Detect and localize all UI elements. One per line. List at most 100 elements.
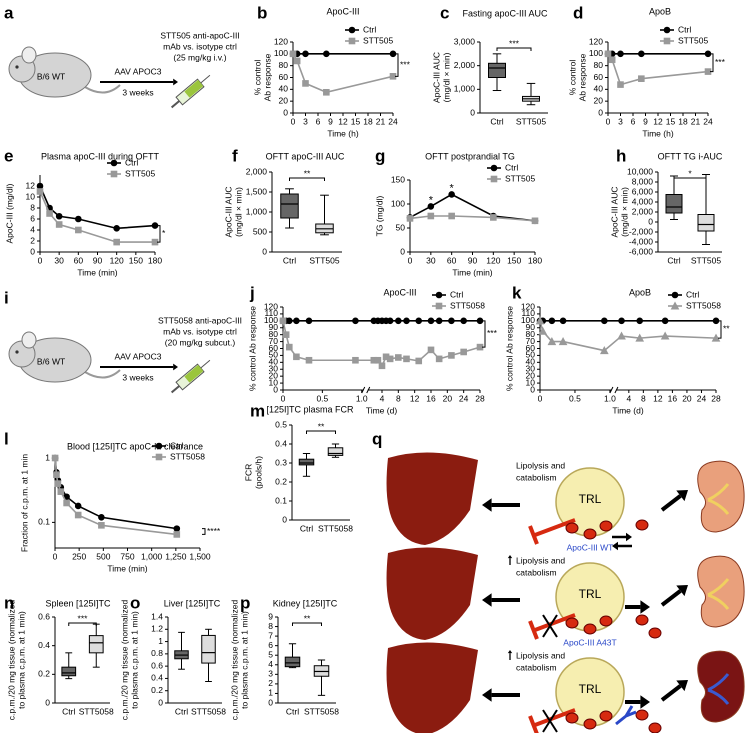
liver (386, 452, 478, 545)
y-tick-label: 10,000 (627, 166, 653, 176)
significance: * (688, 168, 692, 178)
y-tick-label: 50 (269, 350, 279, 360)
chart-title: [125I]TC plasma FCR (266, 404, 354, 414)
point (378, 362, 386, 370)
x-tick-label: 90 (93, 255, 103, 265)
legend-marker (348, 26, 356, 34)
legend-marker (435, 302, 443, 310)
legend-label: STT505 (363, 35, 394, 45)
y-axis-label: ApoC-III AUC (223, 186, 233, 237)
x-axis-label: Time (d) (612, 405, 643, 415)
point (293, 353, 300, 361)
box (284, 656, 301, 668)
y-tick-label: -6,000 (629, 246, 653, 256)
chart-title: Liver [125I]TC (164, 598, 221, 608)
box (665, 194, 683, 214)
legend-label: Ctrl (686, 289, 699, 299)
mouse-label: B/6 WT (37, 356, 65, 366)
point (285, 343, 293, 351)
y-axis-label: to plasma c.p.m. at 1 min) (239, 611, 249, 709)
x-axis-label: Time (h) (642, 128, 673, 138)
x-tick-label: 1,250 (165, 551, 187, 561)
y-tick-label: 0 (158, 697, 163, 707)
point (712, 317, 720, 325)
chart-title: OFTT apoC-III AUC (266, 151, 345, 161)
y-tick-label: 0 (470, 107, 475, 117)
panel-letter: m (250, 401, 265, 420)
y-tick-label: 2 (30, 235, 35, 245)
chart-title: Spleen [125I]TC (45, 598, 111, 608)
y-tick-label: -4,000 (629, 236, 653, 246)
x-tick-label: 28 (475, 393, 485, 403)
point (460, 348, 467, 356)
legend-label: Ctrl (170, 440, 183, 450)
x-tick-label: 0 (281, 393, 286, 403)
x-tick-label: 0 (53, 551, 58, 561)
legend-marker (348, 37, 356, 45)
x-tick-label: 1.0 (604, 393, 616, 403)
trl-label: TRL (579, 492, 602, 506)
point (617, 50, 624, 58)
treatment-line: mAb vs. isotype ctrl (163, 41, 237, 51)
y-tick-label: 6 (268, 640, 273, 650)
y-tick-label: 0.6 (38, 611, 50, 621)
x-tick-label: Ctrl (490, 116, 503, 126)
x-tick-label: 20 (682, 393, 692, 403)
y-tick-label: 20 (279, 95, 289, 105)
y-tick-label: 100 (521, 315, 535, 325)
series-line (607, 53, 709, 86)
legend-label: STT5058 (686, 300, 721, 310)
significance-bracket (496, 47, 532, 51)
point (490, 214, 497, 221)
renal-arrow (660, 494, 682, 512)
point (448, 191, 455, 198)
y-tick-label: 10 (26, 191, 36, 201)
x-axis-label: Time (min) (452, 267, 492, 277)
y-tick-label: 4 (30, 224, 35, 234)
x-axis-label: Time (d) (366, 405, 397, 415)
chart-title: ApoC-III (383, 287, 416, 297)
point (113, 238, 120, 246)
significance: ** (304, 613, 311, 623)
y-tick-label: 20 (526, 370, 536, 380)
annotation: * (450, 183, 455, 195)
y-tick-label: 0.1 (275, 495, 287, 505)
panel-letter: o (130, 593, 140, 612)
apoc3 (565, 617, 579, 629)
significance: *** (715, 57, 726, 67)
axis-break (609, 386, 619, 394)
syringe-plunger (170, 385, 180, 394)
panel-letter: c (440, 3, 449, 22)
y-tick-label: 0 (262, 246, 267, 256)
y-tick-label: 12 (26, 180, 36, 190)
y-tick-label: 0 (283, 107, 288, 117)
clearance-arrow-head (640, 695, 650, 709)
mouse-ear (21, 331, 37, 349)
point (75, 226, 82, 234)
point (305, 356, 313, 364)
mouse-ear (21, 46, 37, 64)
x-tick-label: 21 (376, 116, 386, 126)
trl-label: TRL (579, 682, 602, 696)
apoc3 (583, 623, 597, 635)
x-tick-label: 12 (653, 393, 663, 403)
y-tick-label: 9 (268, 611, 273, 621)
y-tick-label: 0.2 (275, 476, 287, 486)
y-tick-label: 6 (30, 213, 35, 223)
inhibition-bar (528, 525, 539, 545)
x-tick-label: 9 (328, 116, 333, 126)
x-tick-label: 16 (426, 393, 436, 403)
x-tick-label: 8 (641, 393, 646, 403)
point (415, 357, 423, 365)
x-tick-label: 18 (363, 116, 373, 126)
treatment-line: (20 mg/kg subcut.) (165, 337, 236, 347)
x-tick-label: 24 (697, 393, 707, 403)
x-tick-label: 30 (426, 255, 436, 265)
y-tick-label: 0.2 (38, 669, 50, 679)
apoc3 (565, 712, 579, 724)
syringe (170, 74, 211, 109)
box (697, 214, 715, 232)
point (547, 337, 557, 346)
box (488, 62, 506, 78)
